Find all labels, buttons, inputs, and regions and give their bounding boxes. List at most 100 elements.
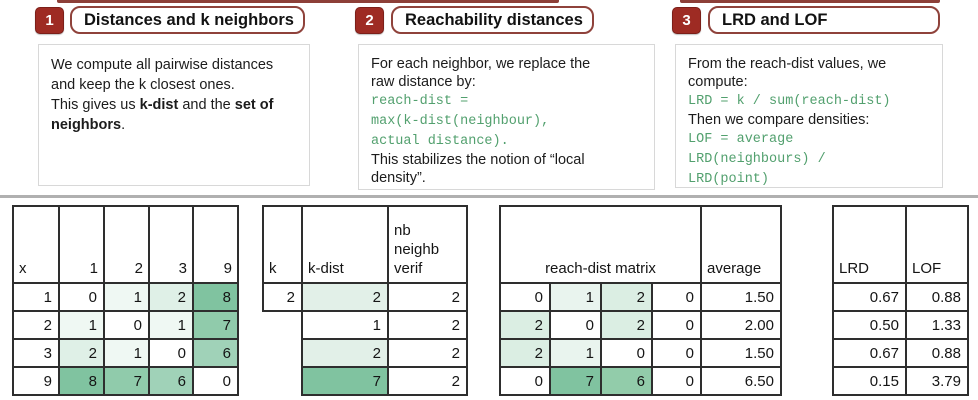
table-cell: 2 bbox=[387, 338, 468, 368]
table-cell: 0 bbox=[651, 338, 702, 368]
column-header: reach-dist matrix bbox=[499, 205, 702, 284]
column-header: LOF bbox=[905, 205, 969, 284]
table-cell: 6.50 bbox=[700, 366, 782, 396]
table-cell: 9 bbox=[12, 366, 60, 396]
table-cell: 2 bbox=[301, 282, 389, 312]
table-row: 2 1 0 0 1.50 bbox=[499, 338, 782, 368]
table-cell: 0 bbox=[549, 310, 602, 340]
table-cell: 7 bbox=[192, 310, 239, 340]
table-row: 0.67 0.88 bbox=[832, 338, 969, 368]
body-text: We compute all pairwise distances and ke… bbox=[51, 57, 274, 113]
table-cell: 0 bbox=[651, 366, 702, 396]
body-text: set of neighbors bbox=[51, 97, 274, 133]
step-2-title: Reachability distances bbox=[391, 6, 594, 34]
body-text: . bbox=[121, 117, 126, 133]
table-cell: 0 bbox=[499, 282, 551, 312]
body-text: From the reach-dist values, we compute: bbox=[688, 56, 887, 90]
table-row: 0 1 2 0 1.50 bbox=[499, 282, 782, 312]
column-header: x bbox=[12, 205, 60, 284]
column-header: k-dist bbox=[301, 205, 389, 284]
table-cell: 1.33 bbox=[905, 310, 969, 340]
table-cell: 8 bbox=[58, 366, 105, 396]
table-cell: 1 bbox=[103, 282, 150, 312]
table-cell: 0 bbox=[103, 310, 150, 340]
table-cell: 7 bbox=[549, 366, 602, 396]
table-cell: 1.50 bbox=[700, 282, 782, 312]
table-cell: 2 bbox=[499, 338, 551, 368]
body-text: For each neighbor, we replace the raw di… bbox=[371, 56, 591, 90]
table-cell: 2 bbox=[387, 366, 468, 396]
table-cell: 0.88 bbox=[905, 338, 969, 368]
step-3-title: LRD and LOF bbox=[708, 6, 940, 34]
empty-cell bbox=[263, 367, 302, 395]
top-accent-line bbox=[680, 0, 940, 3]
step-1-badge: 1 bbox=[35, 7, 64, 34]
k-dist-grid: k k-dist nb neighb verif 2 2 2 1 2 2 2 7 2 bbox=[262, 205, 468, 396]
column-header: 2 bbox=[103, 205, 150, 284]
table-cell: 2 bbox=[499, 310, 551, 340]
k-dist-table: k k-dist nb neighb verif 2 2 2 1 2 2 2 7 2 bbox=[262, 205, 468, 396]
table-cell: 0.67 bbox=[832, 338, 907, 368]
empty-cell bbox=[263, 311, 302, 339]
table-cell: 0.50 bbox=[832, 310, 907, 340]
table-cell: 1 bbox=[58, 310, 105, 340]
table-row: 0.15 3.79 bbox=[832, 366, 969, 396]
table-cell: 2 bbox=[301, 338, 389, 368]
column-header: k bbox=[262, 205, 303, 284]
table-cell: 7 bbox=[103, 366, 150, 396]
table-cell: 0.88 bbox=[905, 282, 969, 312]
table-cell: 1 bbox=[301, 310, 389, 340]
code-text: LOF = average LRD(neighbours) / LRD(poin… bbox=[688, 132, 826, 187]
empty-cell bbox=[263, 339, 302, 367]
table-cell: 6 bbox=[192, 338, 239, 368]
table-cell: 1 bbox=[148, 310, 194, 340]
code-text: reach-dist = max(k-dist(neighbour), actu… bbox=[371, 94, 550, 149]
table-cell: 0.15 bbox=[832, 366, 907, 396]
lrd-lof-table: LRD LOF 0.67 0.88 0.50 1.33 0.67 0.88 0.15 3.79 bbox=[832, 205, 969, 396]
reach-dist-matrix-table: reach-dist matrix average 0 1 2 0 1.50 2 0 2 0 2.00… bbox=[499, 205, 782, 396]
table-cell: 8 bbox=[192, 282, 239, 312]
body-text: Then we compare densities: bbox=[688, 112, 870, 128]
table-cell: 2 bbox=[12, 310, 60, 340]
table-cell: 0.67 bbox=[832, 282, 907, 312]
table-cell: 0 bbox=[651, 310, 702, 340]
step-2-description: For each neighbor, we replace the raw di… bbox=[358, 44, 655, 190]
table-cell: 2 bbox=[262, 282, 303, 312]
table-cell: 1 bbox=[549, 282, 602, 312]
table-cell: 2.00 bbox=[700, 310, 782, 340]
table-cell: 1.50 bbox=[700, 338, 782, 368]
column-header: 9 bbox=[192, 205, 239, 284]
table-cell: 2 bbox=[148, 282, 194, 312]
table-cell: 7 bbox=[301, 366, 389, 396]
reach-dist-matrix-grid: reach-dist matrix average 0 1 2 0 1.50 2 0 2 0 2.00… bbox=[499, 205, 782, 396]
table-cell: 0 bbox=[600, 338, 653, 368]
column-header: 3 bbox=[148, 205, 194, 284]
column-header: LRD bbox=[832, 205, 907, 284]
table-row: 0 7 6 0 6.50 bbox=[499, 366, 782, 396]
column-header: average bbox=[700, 205, 782, 284]
table-cell: 2 bbox=[387, 310, 468, 340]
table-row: 2 0 2 0 2.00 bbox=[499, 310, 782, 340]
table-cell: 2 bbox=[600, 310, 653, 340]
step-2-badge: 2 bbox=[355, 7, 384, 34]
column-header: 1 bbox=[58, 205, 105, 284]
body-text: k-dist bbox=[139, 97, 179, 113]
table-cell: 1 bbox=[12, 282, 60, 312]
table-cell: 2 bbox=[600, 282, 653, 312]
table-cell: 0 bbox=[58, 282, 105, 312]
table-cell: 3.79 bbox=[905, 366, 969, 396]
body-text: This stabilizes the notion of “local den… bbox=[371, 152, 585, 186]
code-text: LRD = k / sum(reach-dist) bbox=[688, 94, 891, 109]
step-3-description: From the reach-dist values, we compute: … bbox=[675, 44, 943, 188]
table-cell: 0 bbox=[192, 366, 239, 396]
step-1-description: We compute all pairwise distances and ke… bbox=[38, 44, 310, 186]
